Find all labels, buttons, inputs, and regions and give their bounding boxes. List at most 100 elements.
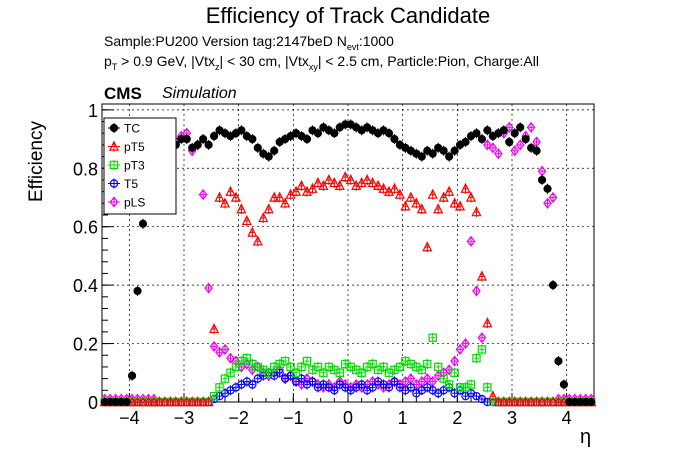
data-point-tc [532,146,541,155]
data-point-tc [193,140,202,150]
y-tick-label: 0.2 [73,335,98,355]
data-point-pls [444,364,454,376]
legend-label-pls: pLS [124,196,145,210]
legend-marker-pt5 [108,140,120,151]
data-point-tc [548,281,558,290]
data-point-tc [461,137,470,147]
x-tick-label: −1 [283,408,304,428]
data-point-tc [472,129,481,138]
data-point-tc [559,380,569,389]
data-point-pt5 [187,396,198,407]
data-point-tc [439,146,448,155]
data-point-pt3 [275,359,284,369]
data-point-tc [428,149,437,158]
data-point-pt5 [312,176,324,188]
data-point-pt5 [247,226,258,237]
data-point-pt5 [203,396,214,407]
data-point-pt5 [154,396,165,407]
data-point-pt3 [253,362,262,372]
data-point-pls [226,352,235,364]
data-point-tc [445,152,454,161]
data-point-pt5 [498,396,509,407]
data-point-pls [204,282,213,294]
data-point-tc [384,129,394,138]
data-point-pt5 [340,171,351,182]
data-point-pt3 [423,359,432,369]
data-point-tc [537,175,547,185]
data-point-pt5 [400,200,411,211]
data-point-t5 [390,377,399,386]
data-point-pls [220,343,230,355]
data-point-pt3 [395,362,405,372]
data-point-pt5 [334,179,345,191]
data-point-pt3 [226,368,235,377]
data-point-pt3 [444,380,454,389]
data-point-pt3 [302,356,312,366]
data-point-pt5 [531,396,542,407]
x-tick-label: −2 [228,408,249,428]
data-point-pt3 [352,365,361,375]
data-point-pt3 [428,333,437,342]
data-point-pt3 [346,362,355,372]
data-point-t5 [406,383,416,392]
data-point-tc [543,184,552,193]
data-point-pt5 [181,396,192,407]
data-point-pt3 [237,356,246,366]
data-point-pt3 [341,359,350,369]
data-point-pt5 [378,182,389,193]
data-point-pt3 [450,368,459,377]
data-point-pt5 [137,396,149,407]
data-point-pt3 [308,365,317,375]
data-point-tc [270,146,279,155]
data-point-tc [330,129,339,138]
y-tick-label: 0 [88,393,98,413]
data-point-pls [209,340,219,353]
cut-a: > 0.9 GeV, |Vtx [117,53,215,69]
data-point-pls [504,121,514,133]
data-point-pt3 [286,362,295,372]
selection-cuts-line: pT > 0.9 GeV, |Vtxz| < 30 cm, |Vtxxy| < … [104,53,539,72]
data-point-tc [499,126,508,135]
data-point-pls [466,235,476,247]
data-point-pt5 [504,396,515,407]
data-point-pt3 [461,383,470,392]
data-point-pt3 [390,365,399,375]
data-point-pt5 [416,203,427,214]
legend-marker-tc [109,123,119,133]
data-point-t5 [297,374,306,383]
data-point-tc [182,134,191,144]
data-point-pt5 [214,191,225,202]
data-point-pt5 [509,396,520,407]
data-point-pt5 [318,179,329,191]
data-point-t5 [308,377,317,386]
simulation-label: Simulation [162,85,237,102]
data-point-pt5 [476,270,488,281]
data-point-pt3 [483,383,492,392]
data-point-tc [127,371,137,380]
x-tick-label: −4 [119,408,140,428]
data-point-pt3 [209,391,219,401]
cut-z-subscript: z [214,61,220,72]
x-tick-label: 0 [343,408,353,428]
data-point-pt5 [471,206,482,217]
data-point-pt5 [542,396,553,407]
data-point-tc [587,397,596,407]
data-point-pt3 [242,353,252,363]
cut-c: | < 2.5 cm, Particle:Pion, Charge:All [317,53,539,69]
legend-label-pt3: pT3 [124,159,145,173]
data-point-pt5 [258,211,269,223]
data-point-t5 [357,380,366,389]
x-tick-label: 4 [562,408,572,428]
data-point-pt5 [389,182,400,193]
y-tick-label: 0.6 [73,218,98,238]
cut-xy-subscript: xy [308,61,318,72]
data-point-pt5 [143,396,154,407]
data-point-pt5 [362,174,373,185]
data-point-pt3 [472,353,481,363]
data-point-tc [209,132,219,141]
data-point-pt5 [263,203,274,214]
data-point-tc [477,134,487,144]
data-point-pt5 [274,191,285,202]
data-point-pt5 [170,396,181,407]
data-point-tc [237,126,246,135]
